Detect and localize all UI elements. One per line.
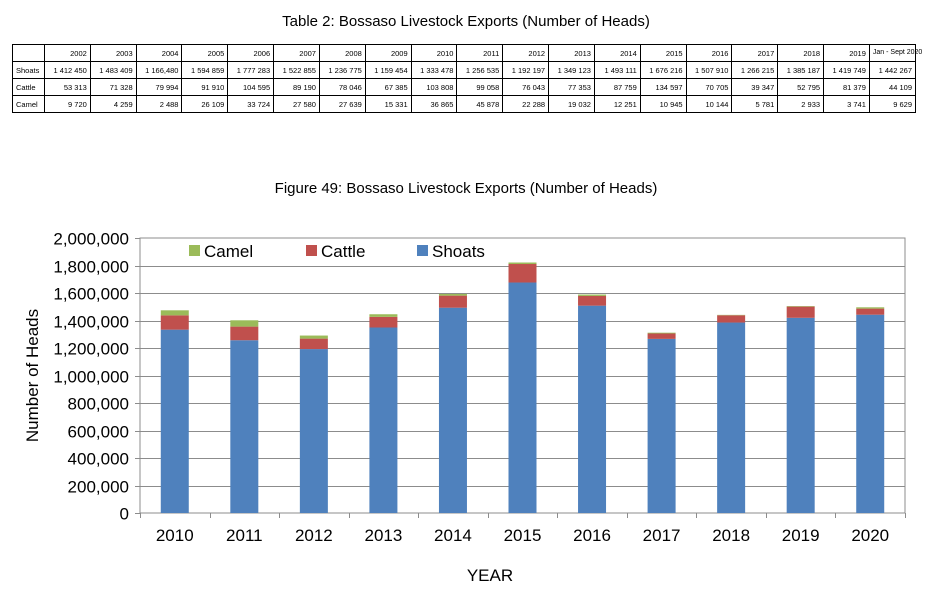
table-cell: 4 259 xyxy=(89,95,137,113)
legend-swatch-camel xyxy=(189,245,200,256)
table-row: Shoats 1 412 450 1 483 409 1 166,480 1 594 8… xyxy=(12,61,917,79)
table-cell: 5 781 xyxy=(731,95,779,113)
bar-cattle-2013 xyxy=(369,316,398,328)
bar-camel-2013 xyxy=(369,314,398,317)
y-tick-label: 1,000,000 xyxy=(53,368,129,387)
table-row: Cattle 53 313 71 328 79 994 91 910 104 595 89 … xyxy=(12,78,917,96)
bar-camel-2017 xyxy=(647,332,676,334)
x-tick-label: 2011 xyxy=(226,526,263,545)
y-tick-label: 600,000 xyxy=(68,423,129,442)
bar-shoats-2011 xyxy=(230,340,259,513)
bar-cattle-2012 xyxy=(299,338,328,350)
table-header-row: 2002 2003 2004 2005 2006 2007 2008 2009 2010 2011… xyxy=(12,44,922,62)
bar-cattle-2014 xyxy=(438,295,467,308)
x-tick-label: 2017 xyxy=(643,526,681,545)
livestock-exports-table: 2002 2003 2004 2005 2006 2007 2008 2009 2010 2011… xyxy=(12,44,922,113)
bar-camel-2020 xyxy=(856,307,885,309)
y-axis-label: Number of Heads xyxy=(23,309,42,442)
bar-cattle-2015 xyxy=(508,264,537,283)
y-tick-label: 0 xyxy=(120,505,129,524)
y-tick-label: 400,000 xyxy=(68,450,129,469)
x-axis-label: YEAR xyxy=(467,566,513,585)
y-tick-label: 1,200,000 xyxy=(53,340,129,359)
bar-shoats-2010 xyxy=(160,329,189,513)
figure-title: Figure 49: Bossaso Livestock Exports (Nu… xyxy=(274,180,658,197)
x-tick-label: 2012 xyxy=(295,526,333,545)
bar-cattle-2017 xyxy=(647,333,676,339)
bar-cattle-2018 xyxy=(717,315,746,323)
bar-camel-2019 xyxy=(786,306,815,307)
legend-label-shoats: Shoats xyxy=(432,242,485,261)
y-tick-label: 2,000,000 xyxy=(53,230,129,249)
y-tick-label: 800,000 xyxy=(68,395,129,414)
table-cell: 12 251 xyxy=(593,95,641,113)
legend-swatch-cattle xyxy=(306,245,317,256)
table-cell: 22 288 xyxy=(502,95,550,113)
bar-cattle-2010 xyxy=(160,315,189,330)
bar-camel-2016 xyxy=(578,294,607,296)
bar-cattle-2011 xyxy=(230,326,259,341)
bar-camel-2012 xyxy=(299,335,328,339)
bar-shoats-2017 xyxy=(647,338,676,513)
bar-shoats-2016 xyxy=(578,305,607,513)
bar-cattle-2020 xyxy=(856,308,885,315)
bar-shoats-2012 xyxy=(299,349,328,513)
table-title: Table 2: Bossaso Livestock Exports (Numb… xyxy=(282,13,650,30)
x-tick-label: 2014 xyxy=(434,526,472,545)
legend-label-camel: Camel xyxy=(204,242,253,261)
x-tick-label: 2019 xyxy=(782,526,820,545)
x-tick-label: 2018 xyxy=(712,526,750,545)
y-tick-label: 200,000 xyxy=(68,478,129,497)
bar-shoats-2018 xyxy=(717,322,746,513)
y-tick-label: 1,400,000 xyxy=(53,313,129,332)
legend-label-cattle: Cattle xyxy=(321,242,365,261)
table-row: Camel 9 720 4 259 2 488 26 109 33 724 27 580 27… xyxy=(12,95,917,113)
legend-swatch-shoats xyxy=(417,245,428,256)
x-tick-label: 2016 xyxy=(573,526,611,545)
bar-shoats-2015 xyxy=(508,282,537,513)
bar-shoats-2020 xyxy=(856,314,885,513)
table-cell: 33 724 xyxy=(227,95,275,113)
table-cell: 2 933 xyxy=(777,95,825,113)
bar-cattle-2019 xyxy=(786,306,815,318)
y-tick-label: 1,600,000 xyxy=(53,285,129,304)
table-cell: 2 488 xyxy=(135,95,183,113)
bar-camel-2015 xyxy=(508,262,537,265)
bar-camel-2010 xyxy=(160,310,189,316)
bar-camel-2014 xyxy=(438,293,467,296)
x-tick-label: 2015 xyxy=(504,526,542,545)
bar-shoats-2013 xyxy=(369,327,398,513)
table-cell: 9 629 xyxy=(868,95,917,113)
x-tick-label: 2010 xyxy=(156,526,194,545)
table-cell: 36 865 xyxy=(410,95,458,113)
bar-camel-2011 xyxy=(230,320,259,327)
x-tick-label: 2020 xyxy=(851,526,889,545)
bar-cattle-2016 xyxy=(578,295,607,306)
bar-shoats-2019 xyxy=(786,317,815,513)
x-tick-label: 2013 xyxy=(364,526,402,545)
y-tick-label: 1,800,000 xyxy=(53,258,129,277)
table-row-label: Camel xyxy=(12,95,45,113)
bar-shoats-2014 xyxy=(438,307,467,513)
